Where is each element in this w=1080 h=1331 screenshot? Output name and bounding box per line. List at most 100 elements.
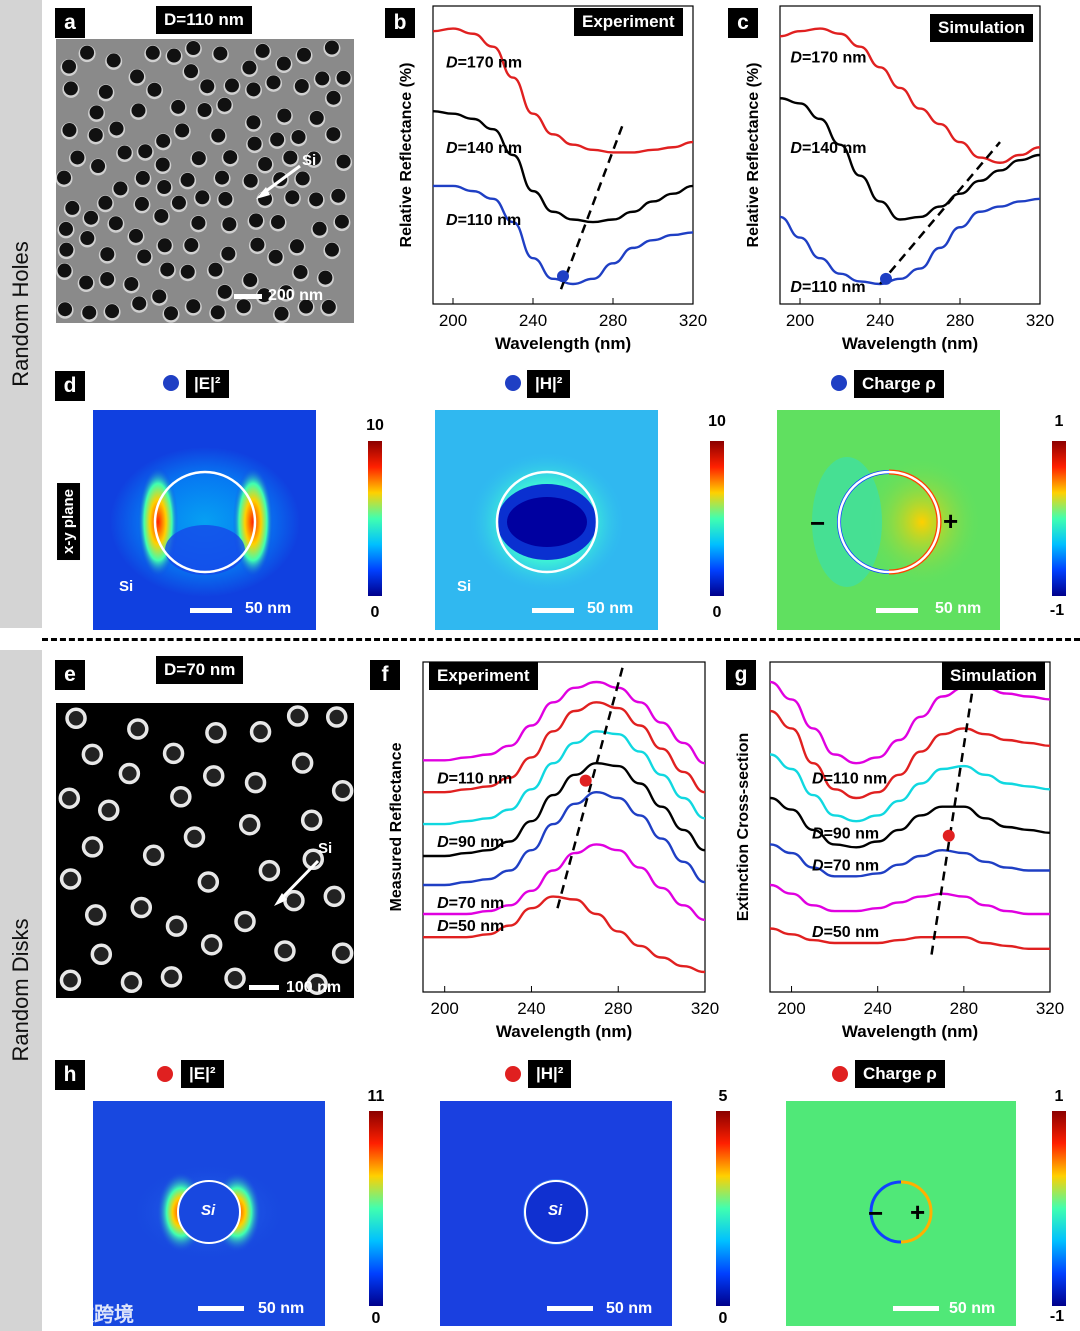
disk (118, 762, 141, 785)
colorbar-min-h-e: 0 (371, 1310, 381, 1327)
disk (59, 969, 82, 992)
scale-text-e: 100 nm (286, 979, 342, 996)
x-tick-label: 200 (777, 999, 805, 1018)
hole (160, 262, 175, 277)
field-map-h-h: Si 50 nm (440, 1101, 672, 1326)
chart-b: 200 240 280 320 Wavelength (nm) Relative Refl… (398, 5, 707, 353)
scale-text-h-rho: 50 nm (949, 1300, 996, 1317)
resonance-marker (942, 829, 955, 842)
scale-bar-h-rho (893, 1306, 939, 1311)
hole (58, 302, 73, 317)
series-line (769, 927, 1050, 950)
marker-dot-d2 (505, 375, 521, 391)
hole (84, 210, 99, 225)
panel-e-title: D=70 nm (156, 656, 244, 684)
colorbar-max-d-rho: 1 (1054, 413, 1064, 430)
colorbar-d-rho (1052, 441, 1066, 596)
disk (142, 844, 165, 867)
scale-text-h-h: 50 nm (606, 1300, 653, 1317)
x-tick-label: 280 (599, 311, 627, 330)
field-map-h-e: Si 50 nm (93, 1101, 325, 1326)
x-tick-label: 200 (786, 311, 814, 330)
disk (165, 915, 188, 937)
series-label: D=90 nm (437, 834, 504, 851)
x-tick-label: 320 (1026, 311, 1054, 330)
hole (334, 214, 349, 229)
hole (321, 299, 336, 314)
disk (65, 707, 87, 730)
dashed-trend-line (556, 667, 624, 909)
hole (156, 133, 171, 148)
hole (191, 215, 206, 230)
x-tick-label: 280 (950, 999, 978, 1018)
hole (297, 47, 312, 62)
scale-text-d-rho: 50 nm (935, 600, 982, 617)
hole (243, 273, 258, 288)
series-line (432, 109, 694, 224)
hole (336, 70, 351, 85)
colorbar-min-d-h: 0 (712, 604, 722, 621)
hole (57, 263, 72, 278)
marker-dot-h1 (157, 1066, 173, 1082)
x-tick-label: 240 (864, 999, 892, 1018)
x-tick-label: 320 (679, 311, 707, 330)
hole (62, 59, 77, 74)
series-line (423, 843, 706, 921)
hole (306, 151, 321, 166)
hole (186, 299, 201, 314)
scale-text-h-e: 50 nm (258, 1300, 305, 1317)
panel-b-tag: Experiment (574, 8, 683, 36)
x-tick-label: 320 (1036, 999, 1064, 1018)
hole (117, 145, 132, 160)
colorbar-d-e (368, 441, 382, 596)
hole (128, 228, 143, 243)
disk (162, 742, 185, 765)
hole (63, 81, 78, 96)
disk (286, 705, 309, 727)
x-tick-label: 320 (691, 999, 719, 1018)
resonance-marker (557, 270, 569, 283)
si-label-d-e: Si (119, 578, 134, 595)
scale-bar-h-h (547, 1306, 593, 1311)
field-map-h-rho: − + 50 nm (786, 1101, 1016, 1326)
hole (222, 217, 237, 232)
scale-bar-a (234, 294, 262, 299)
series-line (423, 761, 706, 858)
disk (238, 813, 261, 836)
hole (100, 247, 115, 262)
plot-frame (432, 5, 694, 305)
hole (324, 40, 339, 55)
disk (120, 971, 143, 994)
arrow-icon (256, 164, 301, 199)
hole (70, 150, 85, 165)
x-tick-label: 280 (946, 311, 974, 330)
minus-sign: − (810, 508, 826, 538)
series-line (769, 680, 1051, 765)
panel-letter-h: h (55, 1060, 85, 1090)
hole (195, 190, 210, 205)
colorbar-max-d-e: 10 (366, 417, 384, 434)
hole (223, 150, 238, 165)
y-axis-label: Extinction Cross-section (735, 733, 752, 921)
hole (215, 170, 230, 185)
hole (246, 115, 261, 130)
section-label-random-holes: Random Holes (8, 241, 33, 387)
panel-letter-c: c (728, 8, 758, 38)
x-axis-label: Wavelength (nm) (842, 334, 978, 353)
hole (138, 144, 153, 159)
x-axis-label: Wavelength (nm) (842, 1022, 978, 1041)
disk (84, 904, 107, 926)
map-tag-h-rho: Charge ρ (855, 1060, 945, 1088)
y-axis-label: Relative Reflectance (%) (398, 63, 415, 248)
disk (81, 743, 104, 766)
disk (58, 787, 81, 809)
series-line (422, 701, 706, 794)
disk (331, 779, 354, 802)
si-label-a: Si (302, 152, 317, 169)
hole (255, 43, 270, 58)
hole (163, 306, 178, 321)
hole (105, 304, 120, 319)
map-tag-d-e: |E|² (186, 370, 229, 398)
series-line (423, 730, 706, 826)
hole (184, 238, 199, 253)
